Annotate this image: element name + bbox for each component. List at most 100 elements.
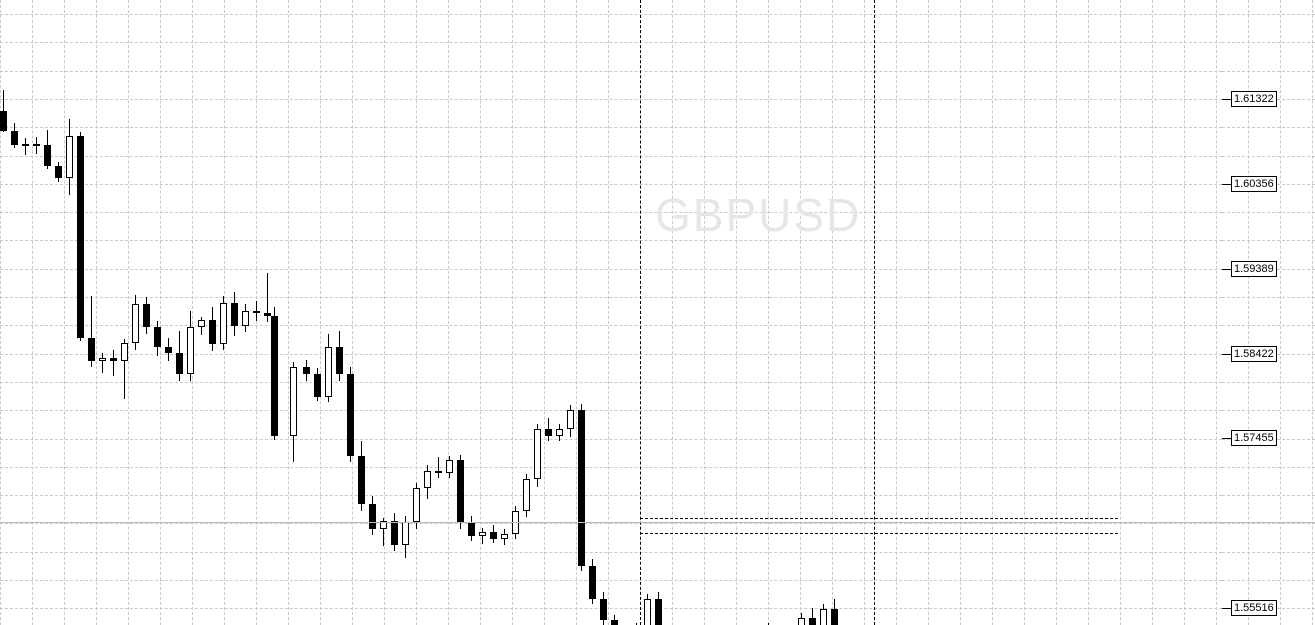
price-tick-mark [1222,437,1231,439]
candle-body [380,520,387,529]
candlestick [842,0,849,625]
candlestick [132,0,139,625]
gridline-vertical [128,0,129,625]
candle-body [534,428,541,479]
candle-body [347,374,354,456]
candlestick [176,0,183,625]
candle-body [132,304,139,343]
gridline-vertical [352,0,353,625]
candlestick [798,0,805,625]
candle-wick [190,311,191,382]
candle-wick [306,359,307,382]
candlestick [479,0,486,625]
candlestick [369,0,376,625]
candlestick [886,0,893,625]
gridline-vertical [448,0,449,625]
gridline-vertical [1248,0,1249,625]
candle-body [391,520,398,545]
price-label-text: 1.61322 [1231,91,1277,107]
gridline-horizontal [0,467,1222,468]
candlestick [644,0,651,625]
candle-wick [823,604,824,625]
candle-wick [36,136,37,154]
candle-wick [58,162,59,182]
candle-body [435,470,442,473]
candle-body [187,327,194,375]
gridline-horizontal [0,184,1222,185]
candlestick [314,0,321,625]
candlestick [501,0,508,625]
gridline-vertical [192,0,193,625]
price-axis-label: 1.55516 [1222,600,1277,616]
candlestick [198,0,205,625]
candle-wick [383,518,384,547]
gridline-horizontal [1222,127,1315,128]
candle-wick [658,591,659,625]
candlestick [523,0,530,625]
price-scale-gridlines-v [1222,0,1315,625]
candlestick [666,0,673,625]
gridline-horizontal [0,99,1222,100]
candle-body [110,357,117,362]
gridline-horizontal [1222,580,1315,581]
candle-wick [47,129,48,170]
gridline-horizontal [0,212,1222,213]
candlestick [831,0,838,625]
gridline-vertical [224,0,225,625]
price-scale-axis[interactable]: 1.61322 1.60356 1.59389 1.58422 1.57455 1.555… [1222,0,1315,625]
candle-body [88,337,95,362]
price-axis-label: 1.57455 [1222,430,1277,446]
candlestick [424,0,431,625]
candlestick [765,0,772,625]
candle-body [55,165,62,179]
candle-body [264,313,271,316]
gridline-vertical [96,0,97,625]
candlestick [358,0,365,625]
price-level-line [640,518,1118,519]
gridline-horizontal [0,382,1222,383]
candle-wick [416,483,417,529]
gridline-horizontal [0,127,1222,128]
candlestick [380,0,387,625]
candlestick [209,0,216,625]
gridline-vertical [256,0,257,625]
candlestick [88,0,95,625]
candle-wick [293,362,294,463]
candlestick [11,0,18,625]
candle-wick [592,559,593,605]
gridline-horizontal [1222,552,1315,553]
gridline-vertical [480,0,481,625]
candle-wick [157,320,158,357]
gridline-horizontal [1222,439,1315,440]
current-price-line [1222,522,1315,523]
candlestick [413,0,420,625]
candle-body [176,353,183,375]
candle-body [820,609,827,625]
candle-wick [427,464,428,499]
candle-body [271,315,278,436]
gridline-horizontal [0,354,1222,355]
candlestick [589,0,596,625]
candlestick [776,0,783,625]
candlestick [121,0,128,625]
price-scale-gridlines-h [1222,0,1315,625]
candlestick [688,0,695,625]
gridline-vertical [1056,0,1057,625]
candle-wick [614,614,615,625]
candlestick [77,0,84,625]
candle-body [11,130,18,145]
candle-body [66,135,73,179]
current-price-line [0,522,1222,523]
candlestick [721,0,728,625]
gridline-vertical [1120,0,1121,625]
candlestick [545,0,552,625]
gridline-horizontal [0,269,1222,270]
chart-plot-area[interactable]: GBPUSD [0,0,1222,625]
price-tick-mark [1222,98,1231,100]
gridline-vertical [1024,0,1025,625]
candle-wick [350,366,351,463]
gridline-vertical [320,0,321,625]
candlestick [743,0,750,625]
candle-body [290,366,297,436]
